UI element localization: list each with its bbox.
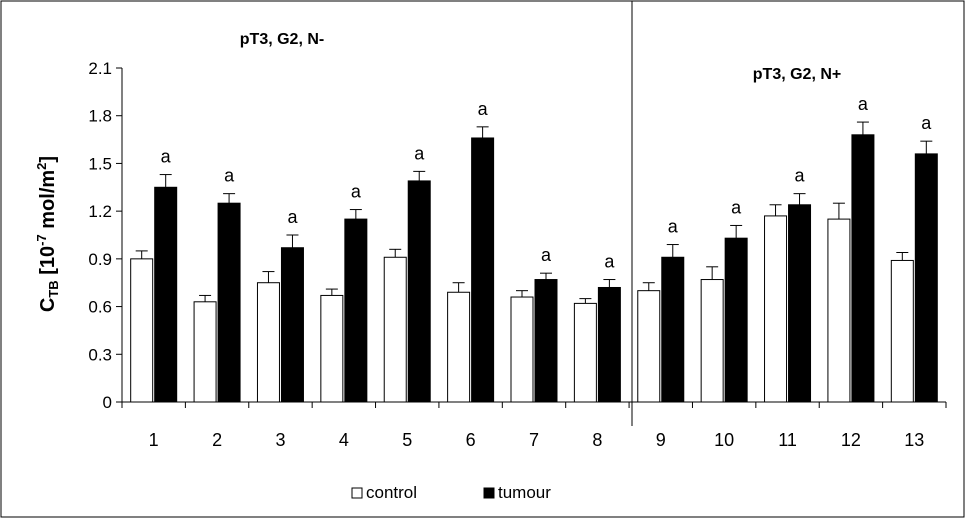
bar-tumour [154, 186, 178, 403]
x-tick-label: 5 [402, 430, 412, 450]
significance-label: a [858, 94, 869, 114]
x-tick-label: 9 [656, 430, 666, 450]
bar-control [383, 256, 407, 403]
bar-tumour [597, 286, 621, 403]
bar-tumour [217, 202, 241, 403]
bar-control [890, 259, 914, 403]
bar-tumour [407, 180, 431, 403]
bar-control [827, 218, 851, 403]
group-label-n-plus: pT3, G2, N+ [753, 66, 841, 83]
significance-label: a [414, 143, 425, 163]
y-tick-label: 1.5 [88, 154, 112, 173]
y-axis-label: CTB [10-7 mol/m2] [34, 156, 61, 312]
bar-tumour [851, 134, 875, 403]
significance-label: a [604, 252, 615, 272]
x-tick-label: 1 [149, 430, 159, 450]
group-label-n-minus: pT3, G2, N- [240, 31, 324, 48]
bar-tumour [344, 218, 368, 403]
y-tick-label: 0.3 [88, 345, 112, 364]
significance-label: a [161, 147, 172, 167]
x-tick-label: 8 [592, 430, 602, 450]
bar-tumour [280, 247, 304, 403]
y-tick-label: 0.6 [88, 298, 112, 317]
bar-control [510, 296, 534, 403]
x-tick-label: 3 [275, 430, 285, 450]
x-tick-label: 11 [778, 430, 797, 450]
bar-tumour [661, 256, 685, 403]
y-tick-label: 2.1 [88, 59, 112, 78]
significance-label: a [795, 166, 806, 186]
bar-tumour [534, 279, 558, 403]
bar-control [130, 258, 154, 403]
bar-control [193, 301, 217, 403]
x-tick-label: 4 [339, 430, 349, 450]
bar-control [637, 290, 661, 403]
y-tick-label: 1.8 [88, 107, 112, 126]
significance-label: a [224, 166, 235, 186]
y-tick-label: 0 [103, 393, 112, 412]
x-tick-label: 10 [714, 430, 734, 450]
significance-label: a [478, 99, 489, 119]
bar-tumour [724, 237, 748, 403]
bar-control [320, 294, 344, 403]
bar-control [256, 282, 280, 403]
x-tick-label: 7 [529, 430, 539, 450]
significance-label: a [921, 113, 932, 133]
bar-tumour [914, 153, 938, 403]
x-tick-label: 13 [904, 430, 924, 450]
bar-control [573, 302, 597, 403]
significance-label: a [668, 217, 679, 237]
significance-label: a [541, 245, 552, 265]
legend-swatch-control [351, 487, 363, 499]
x-tick-label: 2 [212, 430, 222, 450]
bar-tumour [788, 204, 812, 403]
y-tick-label: 0.9 [88, 250, 112, 269]
bar-tumour [471, 137, 495, 403]
y-tick-label: 1.2 [88, 202, 112, 221]
x-tick-label: 12 [841, 430, 861, 450]
x-tick-label: 6 [466, 430, 476, 450]
significance-label: a [351, 182, 362, 202]
legend-label-tumour: tumour [498, 483, 551, 502]
bar-control [447, 291, 471, 403]
significance-label: a [731, 197, 742, 217]
legend-label-control: control [366, 483, 417, 502]
legend-swatch-tumour [483, 487, 495, 499]
significance-label: a [287, 207, 298, 227]
bar-control [700, 279, 724, 403]
bar-control [764, 215, 788, 403]
